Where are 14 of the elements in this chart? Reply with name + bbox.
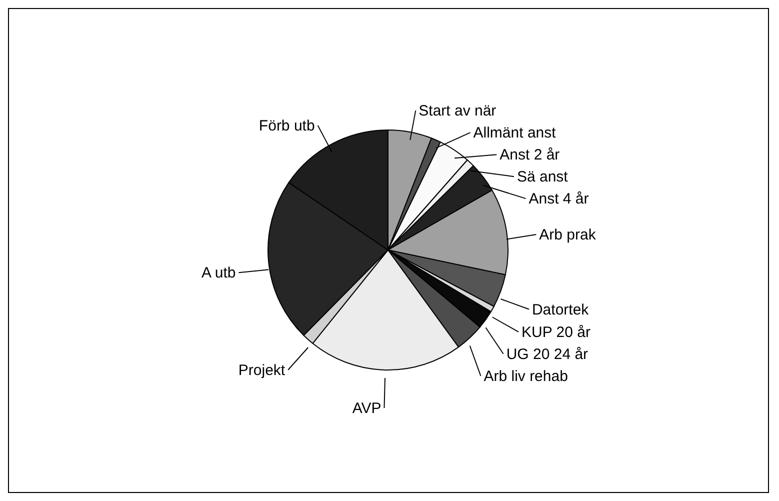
slice-label: Sä anst	[516, 168, 569, 186]
slice-label: KUP 20 år	[522, 324, 590, 341]
slice-label: Anst 2 år	[500, 146, 560, 164]
slice-label: Anst 4 år	[528, 190, 589, 208]
slice-label: Arb prak	[539, 226, 596, 244]
slice-label: Projekt	[238, 362, 286, 379]
slice-label: Allmänt anst	[473, 124, 557, 142]
slice-label: Start av när	[418, 102, 496, 120]
slice-label: Förb utb	[258, 117, 315, 134]
slice-label: Datortek	[532, 301, 590, 318]
slice-label: A utb	[202, 264, 236, 282]
slice-label: AVP	[352, 400, 382, 417]
slice-label: Arb liv rehab	[484, 368, 568, 385]
slice-label: UG 20 24 år	[506, 346, 588, 363]
